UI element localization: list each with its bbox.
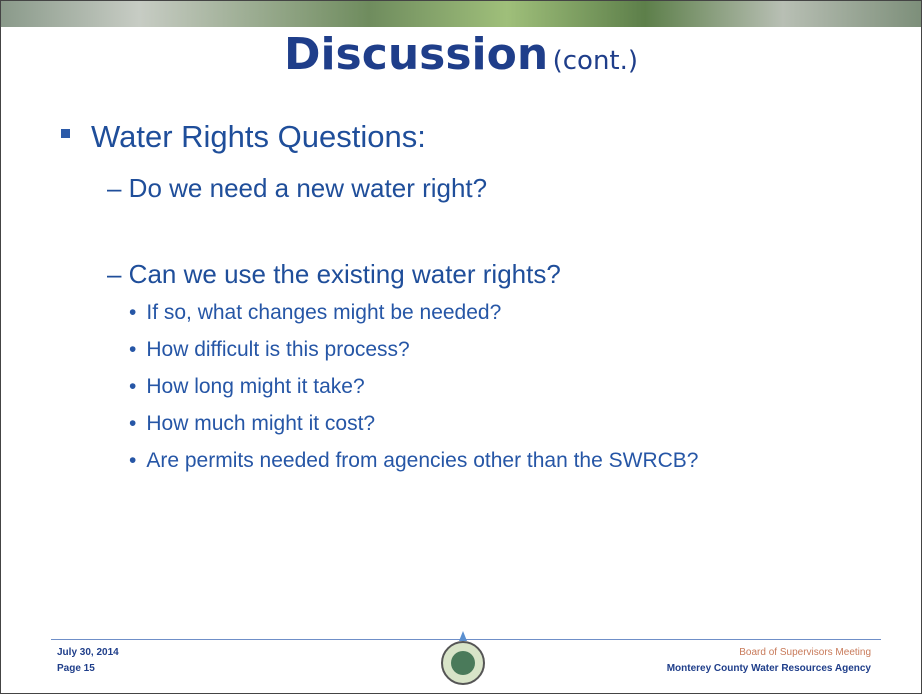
bullet: • xyxy=(129,449,137,472)
sub-question: • How much might it cost? xyxy=(129,412,376,436)
sub-question: • How long might it take? xyxy=(129,375,365,399)
agency-logo xyxy=(441,631,485,685)
sub-question: • If so, what changes might be needed? xyxy=(129,301,502,325)
bullet: • xyxy=(129,375,137,398)
sub-question: • Are permits needed from agencies other … xyxy=(129,449,699,473)
sub-question-text: How much might it cost? xyxy=(146,412,376,435)
footer-meeting: Board of Supervisors Meeting xyxy=(739,647,871,658)
sub-question-text: How difficult is this process? xyxy=(146,338,410,361)
bullet xyxy=(61,129,70,138)
question: – Can we use the existing water rights? xyxy=(107,259,561,289)
footer-agency: Monterey County Water Resources Agency xyxy=(666,663,871,674)
question: – Do we need a new water right? xyxy=(107,173,488,203)
bullet: • xyxy=(129,338,137,361)
footer-date: July 30, 2014 xyxy=(57,647,119,658)
bullet: • xyxy=(129,412,137,435)
sub-question-text: Are permits needed from agencies other t… xyxy=(146,449,699,472)
bullet: • xyxy=(129,301,137,324)
title-sub: (cont.) xyxy=(552,46,639,76)
sub-question: • How difficult is this process? xyxy=(129,338,410,362)
title-main: Discussion xyxy=(283,29,549,80)
footer-page: Page 15 xyxy=(57,663,95,674)
heading: Water Rights Questions: xyxy=(91,119,426,154)
slide-title: Discussion (cont.) xyxy=(1,29,921,80)
banner-image xyxy=(1,1,921,27)
sub-question-text: If so, what changes might be needed? xyxy=(146,301,502,324)
sub-question-text: How long might it take? xyxy=(146,375,365,398)
